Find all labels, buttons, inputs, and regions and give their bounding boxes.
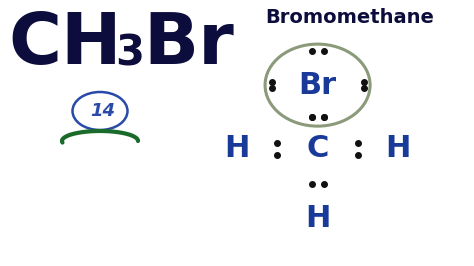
Text: Br: Br [299,70,337,100]
Text: CH: CH [8,10,121,79]
Text: 14: 14 [91,102,116,120]
Text: H: H [305,203,330,233]
Text: Bromomethane: Bromomethane [265,8,434,27]
Text: Br: Br [143,10,234,79]
Text: C: C [306,134,329,164]
Text: H: H [385,134,411,164]
Text: 3: 3 [115,32,144,74]
Text: H: H [224,134,250,164]
